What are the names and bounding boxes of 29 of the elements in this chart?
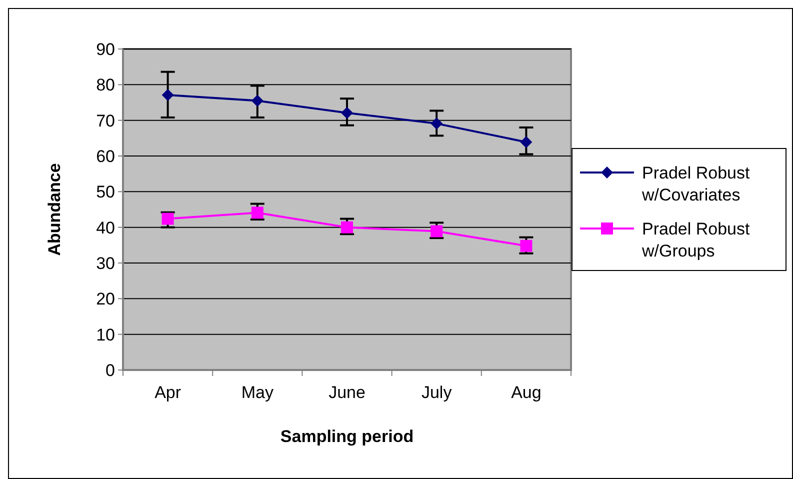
y-tick-label: 60 [96, 146, 115, 166]
x-tick-label: Apr [154, 383, 182, 402]
y-tick-label: 70 [96, 111, 115, 130]
y-tick-label: 40 [96, 218, 115, 238]
y-tick-label: 20 [96, 290, 115, 309]
point [251, 94, 264, 107]
y-axis-title: Abundance [45, 163, 64, 256]
x-tick-label: Aug [511, 383, 542, 402]
point [341, 106, 353, 119]
point [341, 221, 353, 234]
point [430, 225, 443, 238]
y-tick-label: 90 [96, 40, 115, 59]
point [162, 212, 174, 225]
y-tick-label: 10 [96, 325, 115, 344]
x-tick-label: July [421, 383, 452, 402]
y-tick-label: 0 [106, 360, 115, 380]
point [430, 118, 443, 130]
point [162, 89, 174, 102]
y-tick-label: 80 [96, 76, 115, 95]
point [251, 206, 264, 219]
x-tick-label: May [241, 383, 274, 402]
y-tick-label: 50 [96, 182, 115, 202]
x-axis-title: Sampling period [280, 427, 414, 446]
y-tick-label: 30 [96, 254, 115, 273]
legend-label: Pradel Robust w/Covariates [641, 164, 750, 204]
point [520, 240, 532, 252]
point [520, 136, 532, 148]
x-tick-label: June [328, 383, 366, 402]
legend-label: Pradel Robust w/Groups [641, 220, 750, 260]
